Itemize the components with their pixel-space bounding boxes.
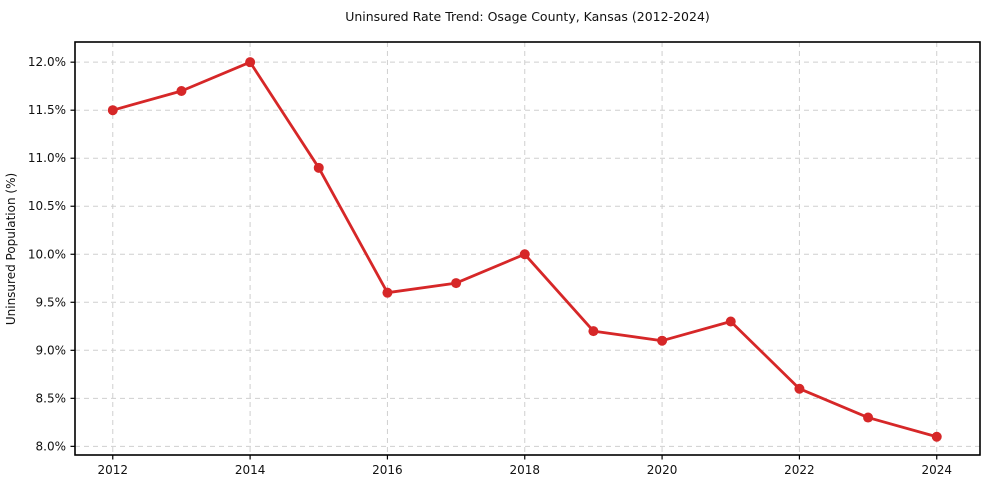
y-tick-label: 12.0% <box>28 55 66 69</box>
data-point-marker <box>451 278 462 289</box>
data-point-marker <box>519 249 530 260</box>
y-tick-label: 11.0% <box>28 151 66 165</box>
x-tick-label: 2018 <box>509 463 540 477</box>
x-tick-label: 2022 <box>784 463 815 477</box>
data-point-marker <box>931 431 942 442</box>
y-tick-label: 8.0% <box>36 439 67 453</box>
data-point-marker <box>176 85 187 96</box>
x-tick-label: 2024 <box>921 463 952 477</box>
data-point-marker <box>107 105 118 116</box>
x-tick-label: 2012 <box>97 463 128 477</box>
data-point-marker <box>245 57 256 68</box>
y-tick-label: 11.5% <box>28 103 66 117</box>
x-tick-label: 2020 <box>647 463 678 477</box>
data-point-marker <box>588 326 599 337</box>
data-point-marker <box>863 412 874 423</box>
data-point-marker <box>725 316 736 327</box>
chart-title: Uninsured Rate Trend: Osage County, Kans… <box>345 9 710 24</box>
y-tick-label: 10.5% <box>28 199 66 213</box>
data-point-marker <box>657 335 668 346</box>
plot-frame <box>74 41 981 456</box>
y-tick-label: 9.5% <box>36 295 67 309</box>
y-tick-label: 8.5% <box>36 391 67 405</box>
x-tick-label: 2014 <box>235 463 266 477</box>
y-tick-label: 9.0% <box>36 343 67 357</box>
data-point-marker <box>313 162 324 173</box>
x-tick-label: 2016 <box>372 463 403 477</box>
y-tick-label: 10.0% <box>28 247 66 261</box>
data-point-marker <box>382 287 393 298</box>
data-point-marker <box>794 383 805 394</box>
